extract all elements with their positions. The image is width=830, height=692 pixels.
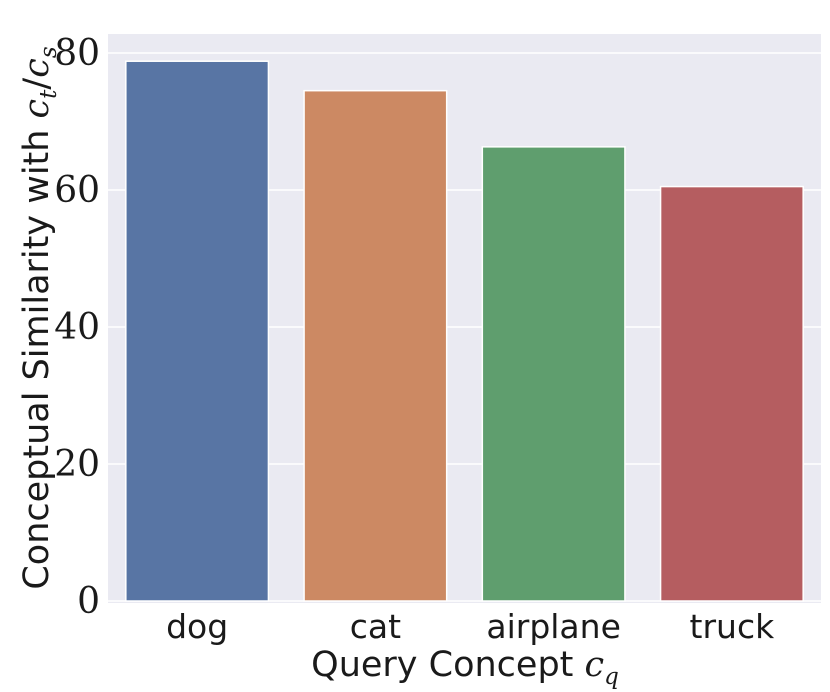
bar-airplane [481,146,626,602]
x-axis-label: Query Concept cq [311,645,619,690]
y-tick-label: 80 [54,33,100,74]
x-tick-label-dog: dog [166,607,228,646]
y-tick-label: 60 [54,170,100,211]
y-tick-labels: 0 20 40 60 80 [54,33,100,622]
bar-cat [303,89,448,602]
bar-truck [659,185,804,602]
x-tick-labels: dog cat airplane truck [166,607,775,646]
y-tick-label: 20 [54,444,100,485]
x-tick-label-cat: cat [350,607,401,646]
y-tick-label: 40 [54,307,100,348]
x-tick-label-truck: truck [690,607,776,646]
bar-dog [125,60,270,602]
y-axis-label: Conceptual Similarity with ct/cs [17,46,62,589]
x-tick-label-airplane: airplane [486,607,621,646]
bars [125,60,804,602]
y-tick-label: 0 [77,581,100,622]
